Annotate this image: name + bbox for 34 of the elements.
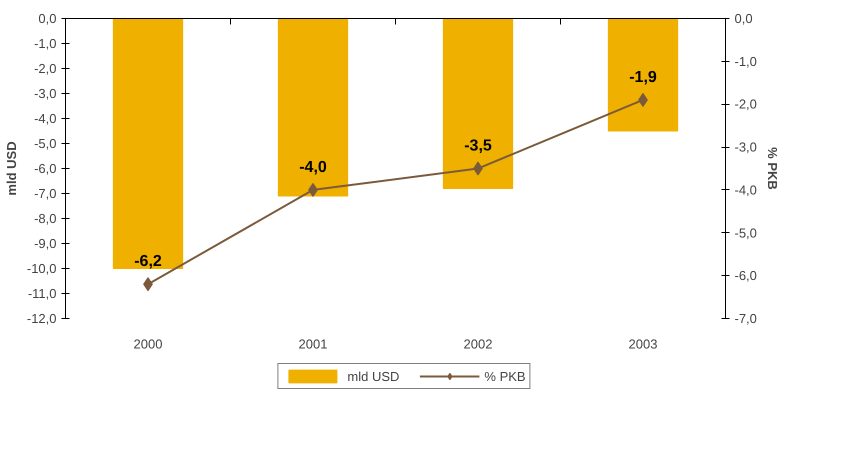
data-label: -1,9: [629, 68, 657, 86]
y-tick-label: 0,0: [38, 11, 57, 26]
y-tick-label: -10,0: [26, 261, 57, 276]
y2-tick-label: -4,0: [734, 182, 757, 198]
y2-tick-label: -1,0: [734, 54, 757, 69]
y2-tick-label: 0,0: [734, 11, 753, 26]
data-label: -4,0: [299, 158, 327, 176]
y-tick-label: -5,0: [34, 136, 57, 151]
y-tick-label: -12,0: [26, 311, 57, 326]
y-axis-title: mld USD: [4, 141, 19, 196]
y-tick-label: -6,0: [34, 161, 57, 176]
y-tick-label: -3,0: [34, 86, 57, 101]
data-label: -6,2: [134, 253, 162, 270]
legend-label: mld USD: [347, 368, 400, 384]
point: [473, 162, 483, 176]
y-tick-label: -4,0: [34, 111, 57, 126]
y-tick-label: -2,0: [34, 61, 57, 76]
y-tick-label: -9,0: [34, 236, 57, 251]
x-tick-label: 2001: [298, 336, 328, 352]
legend-label: % PKB: [484, 368, 526, 384]
y2-tick-label: -3,0: [734, 140, 757, 155]
y-tick-label: -8,0: [34, 211, 57, 226]
y2-axis-title: % PKB: [764, 147, 780, 190]
data-label: -3,5: [464, 138, 492, 154]
y2-tick-label: -6,0: [734, 268, 757, 284]
y2-tick-label: -5,0: [734, 225, 757, 240]
y-tick-label: -11,0: [28, 286, 57, 301]
x-tick-label: 2002: [464, 336, 492, 352]
x-tick-label: 2000: [134, 336, 162, 352]
y-tick-label: -7,0: [34, 186, 57, 201]
y2-tick-label: -7,0: [734, 311, 757, 326]
y-tick-label: -1,0: [34, 36, 57, 51]
y2-tick-label: -2,0: [734, 96, 757, 112]
x-tick-label: 2003: [628, 336, 658, 352]
